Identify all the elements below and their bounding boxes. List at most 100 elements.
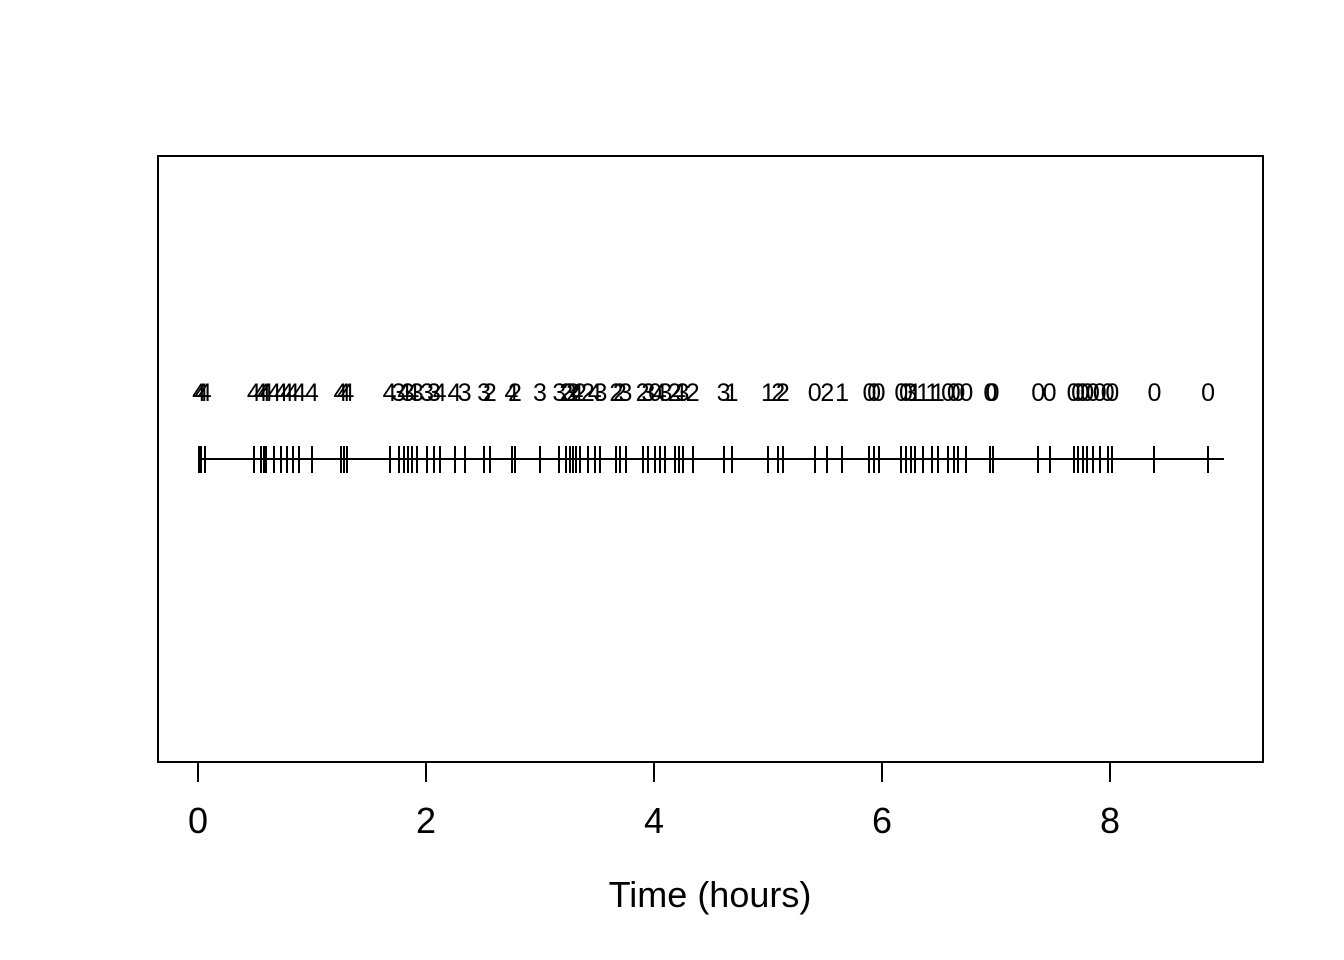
event-rug-tick (411, 446, 414, 473)
event-count-label: 0 (951, 379, 966, 407)
event-count-label: 0 (1100, 379, 1115, 407)
event-rug-tick (654, 446, 657, 473)
x-axis-tick (653, 763, 655, 782)
event-rug-tick (1081, 446, 1084, 473)
event-rug-tick (280, 446, 283, 473)
x-axis-tick (881, 763, 883, 782)
event-count-label: 2 (572, 379, 587, 407)
event-count-label: 3 (391, 379, 406, 407)
event-rug-tick (198, 446, 201, 473)
event-rug-tick (1072, 446, 1075, 473)
event-rug-tick (568, 446, 571, 473)
event-rug-tick (285, 446, 288, 473)
event-rug-tick (510, 446, 513, 473)
event-count-label: 0 (1071, 379, 1086, 407)
event-rug-tick (1098, 446, 1101, 473)
event-count-label: 0 (1147, 379, 1162, 407)
event-rug-tick (777, 446, 780, 473)
event-rug-tick (947, 446, 950, 473)
event-rug-tick (593, 446, 596, 473)
event-rug-tick (904, 446, 907, 473)
event-count-label: 2 (580, 379, 595, 407)
event-count-label: 3 (533, 379, 547, 407)
event-rug-tick (641, 446, 644, 473)
event-count-label: 4 (382, 379, 397, 407)
event-count-label: 3 (618, 379, 633, 407)
event-count-label: 4 (285, 379, 300, 407)
event-rug-tick (342, 446, 345, 473)
event-rug-tick (463, 446, 466, 473)
event-rug-tick (575, 446, 578, 473)
event-count-label: 0 (1080, 379, 1095, 407)
event-rug-tick (263, 446, 266, 473)
event-count-label: 2 (507, 379, 522, 407)
event-rug-tick (868, 446, 871, 473)
event-rug-tick (259, 446, 262, 473)
event-rug-tick (339, 446, 342, 473)
event-count-label: 2 (771, 379, 786, 407)
event-count-label: 4 (652, 379, 667, 407)
event-rug-tick (1106, 446, 1109, 473)
event-count-label: 4 (569, 379, 584, 407)
event-count-label: 4 (246, 379, 261, 407)
event-rug-tick (813, 446, 816, 473)
event-count-label: 4 (397, 379, 412, 407)
event-rug-tick (265, 446, 268, 473)
event-count-label: 3 (641, 379, 656, 407)
event-rug-tick (453, 446, 456, 473)
event-count-label: 0 (867, 379, 881, 407)
event-rug-tick (873, 446, 876, 473)
event-rug-tick (1091, 446, 1094, 473)
event-rug-tick (291, 446, 294, 473)
event-rug-tick (781, 446, 784, 473)
event-rug-tick (989, 446, 992, 473)
event-count-label: 0 (862, 379, 877, 407)
event-rug-tick (539, 446, 541, 473)
event-rug-tick (403, 446, 406, 473)
event-count-label: 2 (820, 379, 835, 407)
event-rug-tick (722, 446, 725, 473)
event-count-label: 2 (635, 379, 650, 407)
event-count-label: 3 (593, 379, 608, 407)
event-rug-tick (664, 446, 667, 473)
event-rug-tick (826, 446, 829, 473)
event-rug-tick (681, 446, 684, 473)
x-axis-tick-label: 2 (415, 800, 437, 841)
event-count-label: 2 (775, 379, 790, 407)
event-rug-tick (346, 446, 349, 473)
event-count-label: 4 (259, 379, 274, 407)
event-rug-tick (415, 446, 418, 473)
event-count-label: 4 (292, 379, 307, 407)
event-count-label: 0 (1042, 379, 1057, 407)
event-count-label: 1 (761, 379, 775, 407)
event-count-label: 3 (420, 379, 435, 407)
event-count-label: 4 (257, 379, 272, 407)
event-count-label: 3 (658, 379, 673, 407)
event-count-label: 4 (192, 379, 207, 407)
event-count-label: 0 (983, 379, 998, 407)
event-rug-tick (678, 446, 681, 473)
event-count-label: 4 (197, 379, 212, 407)
event-rug-tick (1048, 446, 1051, 473)
event-count-label: 2 (612, 379, 627, 407)
event-count-label: 3 (409, 379, 424, 407)
event-count-label: 0 (1075, 379, 1090, 407)
event-count-label: 3 (552, 379, 567, 407)
event-count-label: 4 (274, 379, 289, 407)
event-count-label: 0 (959, 379, 974, 407)
event-count-label: 0 (894, 379, 909, 407)
event-rug-tick (1086, 446, 1089, 473)
event-count-label: 2 (559, 379, 574, 407)
event-rug-tick (615, 446, 618, 473)
event-rug-tick (565, 446, 568, 473)
event-count-label: 4 (447, 379, 462, 407)
event-count-label: 0 (941, 379, 956, 407)
event-rug-tick (488, 446, 491, 473)
event-rug-tick (572, 446, 575, 473)
event-count-label: 0 (1031, 379, 1046, 407)
x-axis-tick (425, 763, 427, 782)
event-count-label: 4 (305, 379, 319, 407)
event-count-label: 3 (903, 379, 918, 407)
event-count-label: 4 (432, 379, 447, 407)
